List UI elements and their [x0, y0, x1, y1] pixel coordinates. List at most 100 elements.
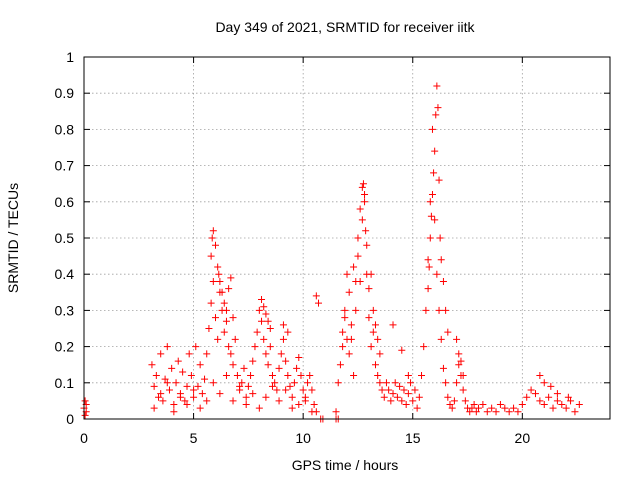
data-point [404, 372, 412, 380]
data-point [571, 408, 579, 416]
data-point [428, 125, 436, 133]
data-point [341, 314, 349, 322]
data-point [187, 372, 195, 380]
data-point [203, 350, 211, 358]
data-point [339, 328, 347, 336]
data-point [442, 379, 450, 387]
data-point [540, 401, 548, 409]
data-point [233, 372, 241, 380]
data-point [389, 390, 397, 398]
data-point [435, 306, 443, 314]
data-point [222, 317, 230, 325]
data-point [461, 397, 469, 405]
data-point [81, 397, 89, 405]
data-point [275, 364, 283, 372]
data-point [194, 382, 202, 390]
data-point [163, 343, 171, 351]
data-point [387, 397, 395, 405]
data-point [492, 408, 500, 416]
data-point [332, 408, 340, 416]
data-point [536, 372, 544, 380]
data-point [297, 372, 305, 380]
data-point [238, 379, 246, 387]
data-point [518, 401, 526, 409]
data-point [249, 390, 257, 398]
data-point [203, 397, 211, 405]
data-point [398, 397, 406, 405]
data-point [229, 361, 237, 369]
data-point [225, 285, 233, 293]
data-point [288, 393, 296, 401]
data-point [404, 390, 412, 398]
data-point [168, 364, 176, 372]
data-point [413, 404, 421, 412]
data-point [236, 382, 244, 390]
data-point [258, 317, 266, 325]
data-points [80, 82, 583, 423]
data-point [244, 382, 252, 390]
data-point [437, 256, 445, 264]
y-tick-label: 0 [66, 411, 74, 427]
data-point [488, 404, 496, 412]
data-point [190, 393, 198, 401]
data-point [437, 335, 445, 343]
data-point [553, 397, 561, 405]
data-point [308, 408, 316, 416]
data-point [334, 379, 342, 387]
data-point [214, 335, 222, 343]
data-point [475, 404, 482, 412]
data-point [225, 343, 233, 351]
data-point [286, 382, 294, 390]
data-point [426, 234, 434, 242]
data-point [214, 263, 222, 271]
data-point [562, 404, 570, 412]
data-point [427, 212, 435, 220]
data-point [536, 397, 544, 405]
data-point [350, 263, 358, 271]
data-point [282, 386, 290, 394]
data-point [277, 350, 285, 358]
data-point [229, 397, 237, 405]
data-point [306, 372, 314, 380]
data-point [222, 372, 230, 380]
data-point [448, 404, 456, 412]
data-point [157, 390, 165, 398]
data-point [455, 350, 463, 358]
data-point [376, 350, 384, 358]
data-point [174, 357, 182, 365]
data-point [575, 401, 583, 409]
data-point [155, 393, 163, 401]
y-axis-label: SRMTID / TECUs [5, 183, 21, 293]
data-point [284, 372, 292, 380]
data-point [148, 361, 156, 369]
data-point [439, 277, 447, 285]
data-point [430, 169, 438, 177]
y-tick-label: 0.6 [55, 194, 75, 210]
data-point [352, 277, 360, 285]
data-point [424, 256, 432, 264]
data-point [255, 306, 263, 314]
data-point [459, 372, 467, 380]
data-point [220, 299, 228, 307]
data-point [540, 379, 548, 387]
data-point [444, 328, 452, 336]
data-point [209, 379, 217, 387]
data-point [470, 401, 478, 409]
plot-frame [83, 56, 611, 420]
data-point [407, 379, 415, 387]
data-point [553, 390, 561, 398]
y-tick-label: 0.8 [55, 121, 75, 137]
data-point [514, 408, 522, 416]
data-point [260, 335, 268, 343]
data-point [453, 379, 461, 387]
data-point [207, 299, 215, 307]
data-point [339, 343, 347, 351]
data-point [415, 393, 423, 401]
data-point [336, 361, 344, 369]
data-point [380, 393, 388, 401]
data-point [428, 191, 436, 199]
data-point [220, 328, 228, 336]
data-point [170, 401, 178, 409]
data-point [439, 364, 447, 372]
data-point [442, 306, 450, 314]
